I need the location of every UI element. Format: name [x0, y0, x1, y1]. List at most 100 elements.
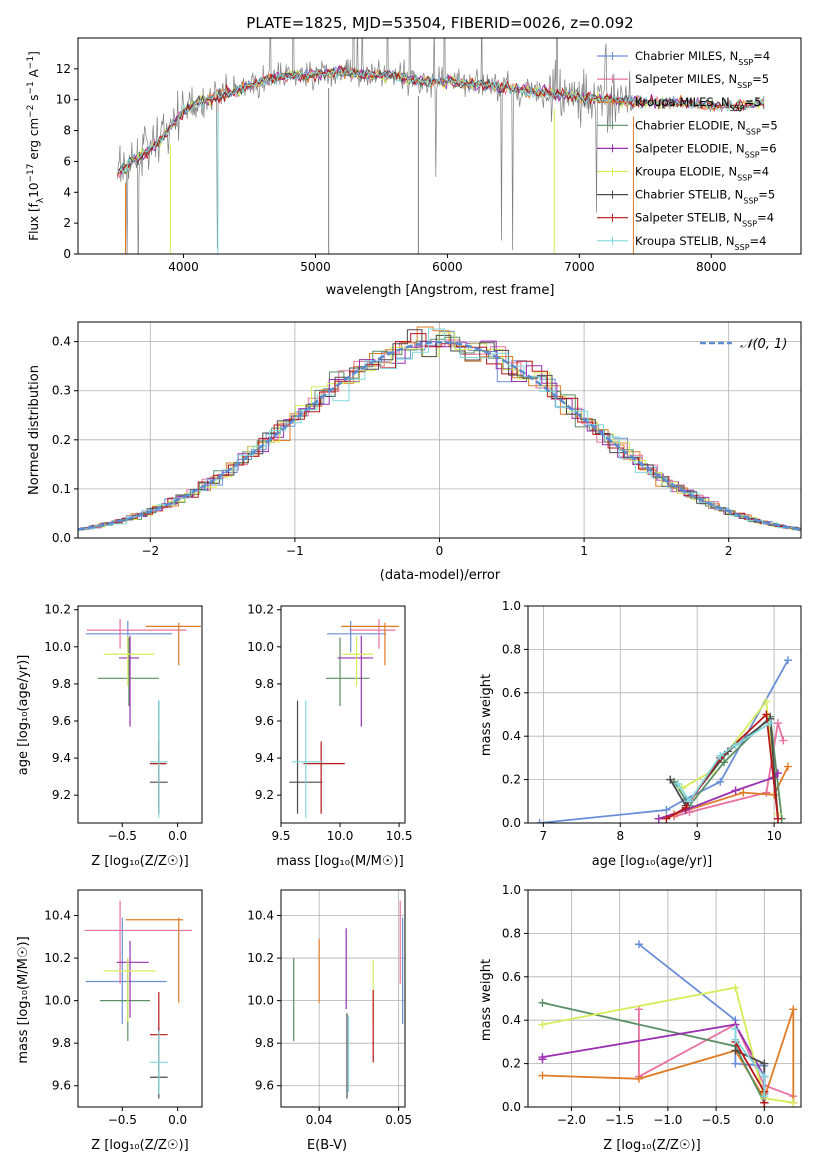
series-point — [789, 1099, 797, 1107]
x-tick-label: 10.0 — [327, 829, 354, 843]
x-tick-label: 7000 — [564, 260, 595, 274]
y-tick-label: 9.6 — [255, 1079, 274, 1093]
y-axis-label: mass [log₁₀(M/M☉)] — [16, 936, 31, 1063]
y-tick-label: 0.0 — [502, 816, 521, 830]
series-point — [779, 737, 787, 745]
y-label-part: ] — [27, 51, 41, 56]
x-tick-label: −1 — [286, 544, 304, 558]
series-point — [538, 1021, 546, 1029]
y-label-part: 10 — [27, 183, 41, 198]
y-tick-label: 12 — [56, 62, 71, 76]
x-tick-label: 6000 — [432, 260, 463, 274]
series-point — [731, 1060, 739, 1068]
y-tick-label: 9.2 — [255, 788, 274, 802]
x-tick-label: 4000 — [168, 260, 199, 274]
series-c_stelib — [666, 715, 782, 823]
series-point — [739, 789, 747, 797]
errorbar-s_elodie — [117, 941, 149, 1018]
y-tick-label: 0.6 — [502, 686, 521, 700]
legend-label: Chabrier ELODIE, NSSP=5 — [635, 118, 778, 136]
x-axis-label: age [log₁₀(age/yr)] — [592, 854, 713, 869]
errorbar-k_stelib — [150, 1030, 168, 1094]
series-line — [540, 660, 788, 823]
y-tick-label: 10.2 — [247, 951, 274, 965]
x-tick-label: −1.5 — [605, 1113, 634, 1127]
x-tick-label: 0.0 — [168, 1113, 187, 1127]
legend-label: Kroupa MILES, NSSP=5 — [635, 95, 761, 113]
series-point — [662, 806, 670, 814]
y-tick-label: 9.4 — [255, 751, 274, 765]
y-tick-label: 10.2 — [44, 603, 71, 617]
x-tick-label: 9.5 — [271, 829, 290, 843]
x-tick-label: −0.5 — [108, 1113, 137, 1127]
x-tick-label: −0.5 — [702, 1113, 731, 1127]
y-tick-label: 0.4 — [52, 335, 71, 349]
errorbar-k_miles — [146, 623, 201, 666]
y-tick-label: 10.2 — [247, 603, 274, 617]
y-tick-label: 10.0 — [44, 640, 71, 654]
x-tick-label: 10 — [766, 829, 781, 843]
x-axis-label: mass [log₁₀(M/M☉)] — [276, 854, 403, 869]
y-tick-label: 10.0 — [44, 994, 71, 1008]
histogram-c_stelib — [75, 330, 819, 538]
x-tick-label: 0.05 — [385, 1113, 412, 1127]
x-axis-label: wavelength [Angstrom, rest frame] — [326, 283, 555, 298]
series-point — [789, 1005, 797, 1013]
y-tick-label: 0.2 — [502, 773, 521, 787]
errorbar-c_elodie — [326, 638, 370, 707]
y-tick-label: 9.8 — [52, 1036, 71, 1050]
y-tick-label: 0.4 — [502, 1013, 521, 1027]
mass-weight-lines — [536, 656, 792, 827]
y-tick-label: 1.0 — [502, 883, 521, 897]
axes-frame — [528, 606, 801, 823]
errorbars — [85, 901, 192, 1099]
y-tick-label: 0.1 — [52, 482, 71, 496]
y-tick-label: 9.8 — [255, 677, 274, 691]
axes-frame — [281, 890, 405, 1107]
series-point — [784, 763, 792, 771]
x-tick-label: 8000 — [696, 260, 727, 274]
legend-label: Chabrier STELIB, NSSP=5 — [635, 188, 775, 206]
y-tick-label: 9.8 — [255, 1036, 274, 1050]
y-tick-label: 0 — [63, 247, 71, 261]
y-tick-label: 0.8 — [502, 642, 521, 656]
x-tick-label: 10.5 — [386, 829, 413, 843]
errorbars — [289, 619, 399, 817]
y-tick-label: 10.4 — [44, 909, 71, 923]
y-axis-label: mass weight — [479, 959, 494, 1041]
y-label-part: erg cm — [27, 118, 41, 164]
y-tick-label: 0.0 — [502, 1100, 521, 1114]
y-tick-label: 10.0 — [247, 994, 274, 1008]
y-tick-label: 10.2 — [44, 951, 71, 965]
y-tick-label: 0.3 — [52, 384, 71, 398]
series-point — [716, 778, 724, 786]
legend-label: Chabrier MILES, NSSP=4 — [635, 49, 770, 67]
observed-spectrum — [118, 0, 633, 294]
axes-frame — [78, 606, 202, 823]
y-tick-label: 9.6 — [255, 714, 274, 728]
errorbar-k_miles — [341, 623, 399, 666]
series-point — [731, 984, 739, 992]
y-tick-label: 4 — [63, 185, 71, 199]
y-tick-label: 9.6 — [52, 1079, 71, 1093]
y-label-sup: −17 — [26, 164, 36, 183]
y-tick-label: 9.8 — [52, 677, 71, 691]
y-label-part: Flux [f — [27, 202, 41, 240]
x-axis-label: Z [log₁₀(Z/Z☉)] — [91, 854, 188, 869]
y-axis-label: age [log₁₀(age/yr)] — [16, 655, 31, 776]
x-axis-label: (data-model)/error — [380, 568, 501, 583]
y-tick-label: 9.2 — [52, 788, 71, 802]
y-axis-label: Normed distribution — [27, 365, 42, 495]
y-tick-label: 0.2 — [502, 1057, 521, 1071]
x-tick-label: 5000 — [300, 260, 331, 274]
spectrum-panel: PLATE=1825, MJD=53504, FIBERID=0026, z=0… — [26, 0, 801, 298]
